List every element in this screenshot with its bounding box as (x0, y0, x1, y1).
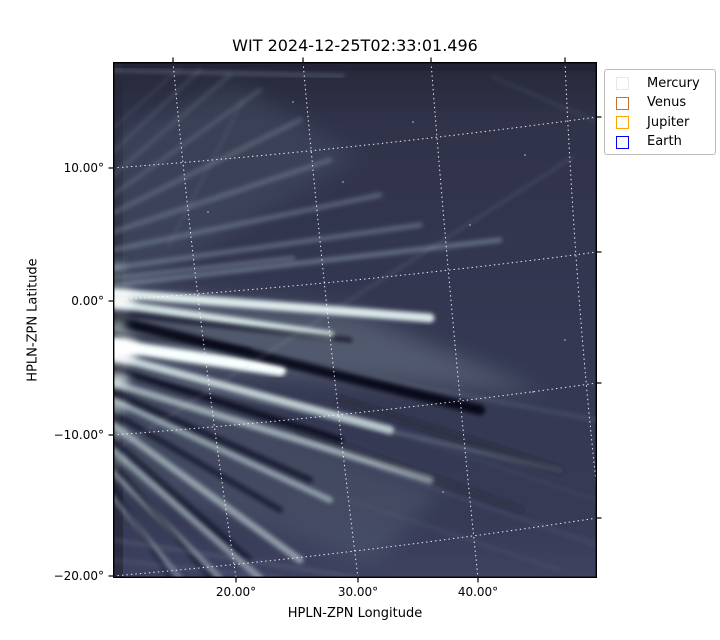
solar-wind-streak (113, 117, 303, 216)
solar-wind-streak (113, 366, 562, 472)
plot-area (108, 57, 602, 583)
legend-label: Earth (647, 134, 682, 150)
legend-label: Jupiter (647, 114, 690, 130)
earth-marker-icon (616, 135, 629, 149)
solar-wind-streak (113, 410, 283, 513)
solar-wind-streak (113, 331, 252, 352)
solar-wind-streak (378, 468, 597, 547)
y-tick-label: 0.00° (71, 294, 104, 308)
solar-wind-streak (348, 498, 562, 572)
star-dot (412, 121, 414, 123)
solar-wind-streak (167, 99, 244, 248)
star-dot (207, 211, 209, 213)
solar-wind-streak (113, 485, 172, 578)
solar-wind-streak (113, 437, 253, 563)
solar-wind-streak (113, 299, 334, 339)
legend-entry: Earth (605, 133, 715, 153)
solar-wind-streak (113, 66, 182, 130)
coordinate-grid (112, 61, 598, 579)
star-dot (524, 154, 526, 156)
longitude-grid-line (564, 61, 598, 491)
latitude-grid-line (112, 116, 598, 169)
solar-wind-streak (296, 426, 524, 514)
x-tick-label: 20.00° (215, 585, 257, 599)
legend-entry: Venus (605, 94, 715, 114)
solar-wind-streak (113, 288, 435, 323)
solar-wind-streak (113, 352, 394, 434)
bright-blob (113, 319, 126, 331)
y-tick-label: 10.00° (63, 161, 104, 175)
solar-wind-streak (113, 389, 313, 483)
jupiter-marker-icon (616, 116, 629, 130)
bright-blob (113, 337, 138, 363)
star-dot (564, 339, 566, 341)
solar-wind-streak (418, 438, 597, 502)
legend-entry: Mercury (605, 74, 715, 94)
plot-title: WIT 2024-12-25T02:33:01.496 (232, 36, 478, 55)
latitude-grid-line (112, 382, 598, 436)
bright-blob (113, 429, 125, 439)
sky-image (113, 62, 597, 578)
solar-wind-streak (113, 339, 286, 376)
star-dot (532, 391, 534, 393)
haze-wedge (113, 362, 443, 562)
mercury-marker-icon (616, 77, 629, 91)
solar-wind-streak (113, 397, 333, 503)
solar-wind-streak (336, 396, 564, 474)
star-dot (469, 224, 471, 226)
image-top-band (113, 62, 597, 71)
solar-wind-streak (113, 421, 304, 564)
bright-blob (113, 262, 124, 272)
x-tick-label: 30.00° (337, 585, 379, 599)
legend-label: Venus (647, 95, 687, 111)
solar-wind-streak (113, 310, 353, 343)
solar-wind-streak (113, 237, 503, 288)
solar-wind-streak (113, 222, 423, 271)
axes-frame (112, 61, 598, 578)
solar-wind-streak (113, 156, 574, 453)
star-dot (342, 181, 344, 183)
y-tick-label: −20.00° (53, 569, 104, 583)
solar-wind-streak (113, 558, 282, 578)
star-dot (442, 491, 444, 493)
bright-blob (113, 401, 126, 413)
star-dot (292, 101, 294, 103)
y-axis-label: HPLN-ZPN Latitude (25, 258, 41, 382)
legend: Mercury Venus Jupiter Earth (604, 69, 716, 155)
solar-wind-streak (491, 75, 597, 124)
solar-wind-streak (113, 192, 383, 253)
solar-wind-streak (113, 88, 262, 197)
solar-wind-streak (113, 256, 295, 280)
solar-wind-streak (113, 73, 232, 177)
bright-blob (113, 373, 128, 387)
x-tick-label: 40.00° (457, 585, 499, 599)
x-axis-label: HPLN-ZPN Longitude (287, 606, 423, 621)
solar-wind-streak (113, 68, 202, 154)
solar-wind-streak (113, 379, 434, 484)
longitude-grid-line (430, 61, 479, 579)
latitude-grid-line (112, 251, 598, 301)
legend-label: Mercury (647, 75, 700, 91)
bright-blob (113, 291, 135, 309)
legend-entry: Jupiter (605, 113, 715, 133)
solar-wind-streak (113, 68, 345, 78)
solar-wind-streak (113, 446, 264, 578)
y-tick-label: −10.00° (53, 428, 104, 442)
tick-marks (108, 57, 602, 583)
solar-wind-streak (113, 315, 485, 415)
bright-blob (113, 457, 124, 467)
venus-marker-icon (616, 96, 629, 110)
solar-wind-streak (113, 459, 213, 578)
solar-wind-streak (113, 157, 333, 235)
solar-wind-streak (113, 538, 362, 578)
